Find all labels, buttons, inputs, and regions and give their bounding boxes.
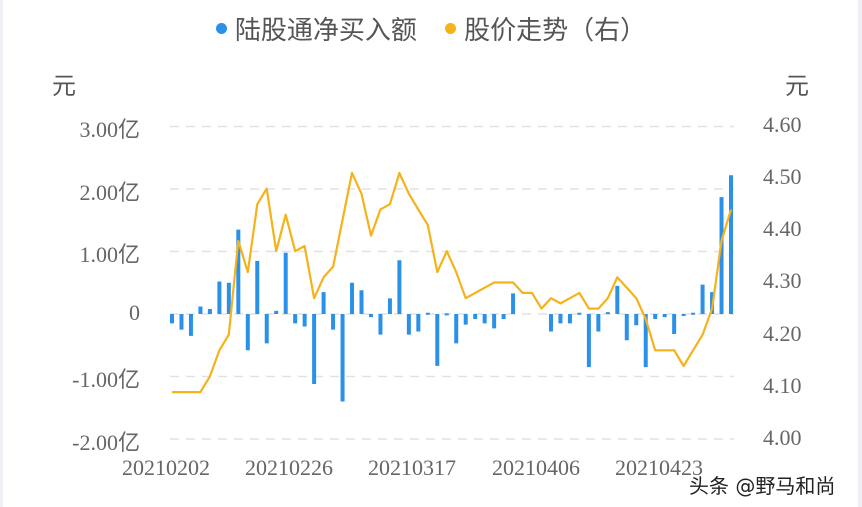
legend-dot-orange-icon xyxy=(445,23,457,34)
right-border xyxy=(858,0,862,507)
net-buy-bar[interactable] xyxy=(207,309,212,314)
net-buy-bar[interactable] xyxy=(425,312,430,315)
right-tick-410: 4.10 xyxy=(763,373,802,398)
net-buy-bar[interactable] xyxy=(643,314,648,368)
net-buy-bar[interactable] xyxy=(691,312,696,315)
x-tick-0: 20210202 xyxy=(122,455,210,480)
price-line[interactable] xyxy=(172,171,733,394)
net-buy-bar[interactable] xyxy=(302,314,307,327)
net-buy-bar[interactable] xyxy=(198,306,203,315)
left-tick-neg1: -1.00亿 xyxy=(72,367,140,392)
right-tick-450: 4.50 xyxy=(763,164,802,189)
net-buy-bar[interactable] xyxy=(511,293,516,314)
net-buy-bar[interactable] xyxy=(188,314,193,336)
net-buy-bar[interactable] xyxy=(264,314,269,344)
x-tick-3: 20210406 xyxy=(492,455,580,480)
net-buy-bar[interactable] xyxy=(548,314,553,332)
net-buy-bar[interactable] xyxy=(283,252,288,314)
net-buy-bar[interactable] xyxy=(397,260,402,314)
net-buy-bar[interactable] xyxy=(672,314,677,334)
net-buy-bar[interactable] xyxy=(321,292,326,314)
net-buy-bar[interactable] xyxy=(634,314,639,326)
net-buy-bar[interactable] xyxy=(586,314,591,368)
chart-legend: 陆股通净买入额 股价走势（右） xyxy=(0,10,862,47)
legend-dot-blue-icon xyxy=(215,23,227,34)
net-buy-bar[interactable] xyxy=(274,310,279,314)
net-buy-bar[interactable] xyxy=(558,314,563,324)
net-buy-bar[interactable] xyxy=(596,314,601,332)
net-buy-bar[interactable] xyxy=(615,285,620,314)
net-buy-bar[interactable] xyxy=(293,314,298,324)
net-buy-bar[interactable] xyxy=(473,314,478,319)
net-buy-bar[interactable] xyxy=(454,314,459,344)
left-tick-1: 1.00亿 xyxy=(79,242,140,267)
net-buy-bar[interactable] xyxy=(255,260,260,314)
net-buy-bar[interactable] xyxy=(681,314,686,316)
net-buy-bar[interactable] xyxy=(567,314,572,324)
left-tick-2: 2.00亿 xyxy=(79,180,140,205)
right-tick-460: 4.60 xyxy=(763,112,802,137)
net-buy-bar[interactable] xyxy=(406,314,411,335)
net-buy-bar[interactable] xyxy=(331,314,336,330)
right-tick-430: 4.30 xyxy=(763,268,802,293)
net-buy-bar[interactable] xyxy=(340,314,345,402)
net-buy-bar[interactable] xyxy=(492,314,497,329)
net-buy-bar[interactable] xyxy=(217,281,222,315)
net-buy-bar[interactable] xyxy=(170,314,174,324)
net-buy-bar[interactable] xyxy=(719,197,724,314)
net-buy-bar[interactable] xyxy=(501,314,506,319)
net-buy-bar[interactable] xyxy=(236,229,241,314)
x-tick-4: 20210423 xyxy=(615,455,703,480)
legend-item-price[interactable]: 股价走势（右） xyxy=(445,10,646,47)
left-tick-0: 0 xyxy=(129,300,140,325)
net-buy-bar[interactable] xyxy=(226,282,231,314)
net-buy-bar[interactable] xyxy=(245,314,250,351)
left-tick-3: 3.00亿 xyxy=(79,117,140,142)
right-tick-420: 4.20 xyxy=(763,321,802,346)
net-buy-bar[interactable] xyxy=(378,314,383,335)
left-tick-neg2: -2.00亿 xyxy=(72,430,140,455)
right-tick-400: 4.00 xyxy=(763,425,802,450)
net-buy-bar[interactable] xyxy=(444,313,449,316)
net-buy-bar[interactable] xyxy=(482,314,487,324)
net-buy-bar[interactable] xyxy=(416,314,421,332)
legend-item-net-buy[interactable]: 陆股通净买入额 xyxy=(215,10,417,47)
net-buy-bar[interactable] xyxy=(359,290,364,314)
x-tick-1: 20210226 xyxy=(245,455,333,480)
net-buy-bar[interactable] xyxy=(700,284,705,314)
right-tick-440: 4.40 xyxy=(763,216,802,241)
net-buy-bar[interactable] xyxy=(463,314,468,325)
net-buy-bar[interactable] xyxy=(653,314,658,319)
legend-label-net-buy: 陆股通净买入额 xyxy=(234,16,417,46)
watermark: 头条 @野马和尚 xyxy=(689,474,836,498)
net-buy-bar[interactable] xyxy=(312,314,317,384)
net-buy-bar[interactable] xyxy=(577,312,582,315)
x-tick-2: 20210317 xyxy=(368,455,456,480)
left-border xyxy=(0,0,3,507)
net-buy-bar[interactable] xyxy=(435,314,440,366)
right-axis-unit: 元 xyxy=(785,72,809,100)
net-buy-bar[interactable] xyxy=(387,298,392,314)
net-buy-bar[interactable] xyxy=(662,314,667,318)
net-buy-bar[interactable] xyxy=(368,314,373,318)
left-axis-unit: 元 xyxy=(52,72,76,100)
net-buy-bar[interactable] xyxy=(179,314,184,330)
legend-label-price: 股价走势（右） xyxy=(464,16,647,46)
net-buy-bar[interactable] xyxy=(605,312,610,315)
net-buy-bar[interactable] xyxy=(350,282,355,314)
net-buy-bar[interactable] xyxy=(624,314,629,341)
net-buy-bar[interactable] xyxy=(729,175,733,314)
